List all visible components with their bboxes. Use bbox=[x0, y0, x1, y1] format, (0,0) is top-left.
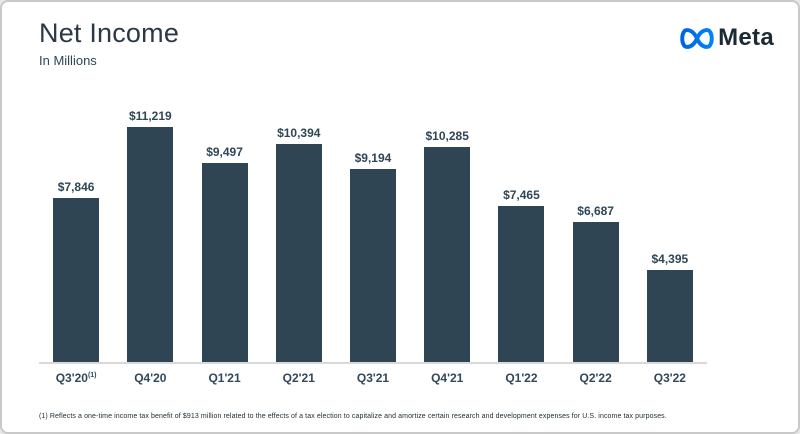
bar-Q2'22 bbox=[572, 221, 619, 362]
bar-Q2'21 bbox=[275, 144, 322, 362]
bar-value-label: $10,394 bbox=[277, 126, 321, 141]
bar-group: $9,497 bbox=[187, 145, 261, 362]
bars-row: $7,846 $11,219 $9,497 $10,394 $9,194 $10,285 $… bbox=[39, 109, 707, 362]
page-subtitle: In Millions bbox=[39, 53, 97, 68]
x-tick-label: Q3'21 bbox=[356, 371, 390, 385]
x-tick-label: Q3'20(1) bbox=[55, 371, 97, 385]
bar-group: $9,194 bbox=[336, 151, 410, 362]
bar-value-label: $10,285 bbox=[425, 128, 469, 143]
bar-value-label: $4,395 bbox=[651, 251, 689, 266]
x-tick-label: Q2'22 bbox=[579, 371, 612, 385]
bar-value-label: $9,497 bbox=[206, 145, 243, 160]
bar-value-label: $7,465 bbox=[503, 187, 540, 202]
bar-group: $7,465 bbox=[484, 188, 558, 362]
bar-value-label: $11,219 bbox=[128, 109, 172, 123]
bar-Q4'21 bbox=[424, 146, 471, 362]
x-tick-label: Q2'21 bbox=[282, 371, 315, 385]
net-income-bar-chart: $7,846 $11,219 $9,497 $10,394 $9,194 $10,285 $… bbox=[39, 109, 707, 385]
x-tick-label: Q3'22 bbox=[653, 371, 686, 385]
bar-group: $10,285 bbox=[410, 129, 484, 362]
x-tick-label: Q4'21 bbox=[431, 371, 464, 385]
x-axis-line bbox=[39, 362, 707, 364]
bar-Q1'22 bbox=[498, 205, 545, 362]
bar-Q1'21 bbox=[201, 163, 248, 362]
x-tick-label: Q4'20 bbox=[134, 371, 167, 385]
bar-value-label: $9,194 bbox=[354, 151, 392, 166]
bar-Q3'21 bbox=[349, 169, 396, 362]
bar-Q4'20 bbox=[127, 127, 174, 362]
bar-group: $4,395 bbox=[633, 252, 707, 362]
page-title: Net Income bbox=[39, 18, 180, 48]
bar-group: $7,846 bbox=[39, 180, 113, 362]
x-labels-row: Q3'20(1) Q4'20 Q1'21 Q2'21 Q3'21 Q4'21 Q1'22 Q2… bbox=[39, 371, 707, 385]
bar-Q3'22 bbox=[646, 269, 693, 362]
bar-Q3'20 bbox=[53, 197, 100, 362]
bar-group: $6,687 bbox=[559, 204, 633, 362]
bar-value-label: $6,687 bbox=[577, 203, 614, 218]
bar-value-label: $7,846 bbox=[57, 179, 95, 194]
bar-group: $11,219 bbox=[113, 109, 187, 362]
chart-header: Net Income In Millions bbox=[39, 18, 179, 68]
meta-logo: Meta bbox=[679, 24, 774, 52]
x-tick-label: Q1'22 bbox=[505, 371, 538, 385]
footnote: (1) Reflects a one-time income tax benef… bbox=[39, 413, 667, 420]
meta-wordmark: Meta bbox=[718, 24, 774, 51]
bar-group: $10,394 bbox=[262, 126, 336, 362]
meta-infinity-icon bbox=[679, 27, 715, 50]
x-tick-label: Q1'21 bbox=[208, 371, 241, 385]
